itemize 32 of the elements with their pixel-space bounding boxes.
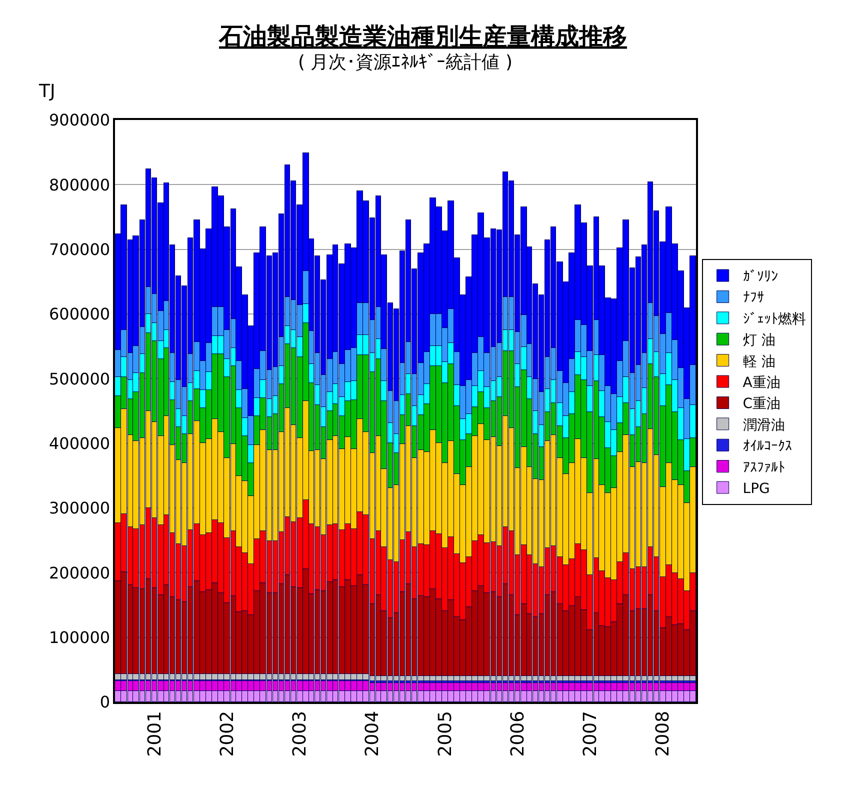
chart-title: 石油製品製造業油種別生産量構成推移: [218, 22, 627, 50]
x-tick-label: 2003: [290, 710, 311, 757]
legend-label: C重油: [742, 396, 781, 412]
y-tick-label: 900000: [48, 110, 110, 130]
x-tick-label: 2006: [507, 710, 528, 757]
y-tick-label: 100000: [48, 628, 110, 647]
legend-label: A重油: [742, 374, 780, 391]
y-tick-label: 300000: [48, 498, 110, 518]
y-tick-label: 600000: [48, 304, 110, 324]
legend-label: 潤滑油: [742, 417, 785, 434]
legend-label: 灯 油: [742, 332, 776, 349]
chart-subtitle: ( 月次･資源ｴﾈﾙｷﾞｰ統計値 ): [298, 52, 512, 73]
y-tick-label: 500000: [48, 369, 110, 388]
legend-label: ｼﾞｪｯﾄ燃料: [742, 311, 806, 328]
y-tick-label: 400000: [48, 434, 110, 453]
x-tick-label: 2007: [580, 710, 602, 757]
x-tick-label: 2005: [434, 710, 456, 757]
x-tick-label: 2004: [362, 710, 384, 757]
y-axis-title: TJ: [38, 81, 56, 102]
y-tick-label: 800000: [48, 175, 110, 194]
y-tick-label: 0: [100, 692, 110, 712]
y-tick-label: 200000: [48, 563, 110, 582]
x-tick-label: 2001: [144, 710, 166, 757]
legend-label: LPG: [742, 480, 770, 497]
x-tick-label: 2008: [652, 710, 674, 757]
legend-label: ｵｲﾙｺｰｸｽ: [742, 438, 792, 455]
legend-label: 軽 油: [742, 354, 776, 370]
x-tick-label: 2002: [216, 710, 238, 757]
legend-label: ﾅﾌｻ: [742, 290, 764, 306]
legend-label: ｱｽﾌｧﾙﾄ: [742, 460, 785, 476]
y-tick-label: 700000: [48, 240, 110, 259]
legend-label: ｶﾞｿﾘﾝ: [742, 268, 778, 285]
